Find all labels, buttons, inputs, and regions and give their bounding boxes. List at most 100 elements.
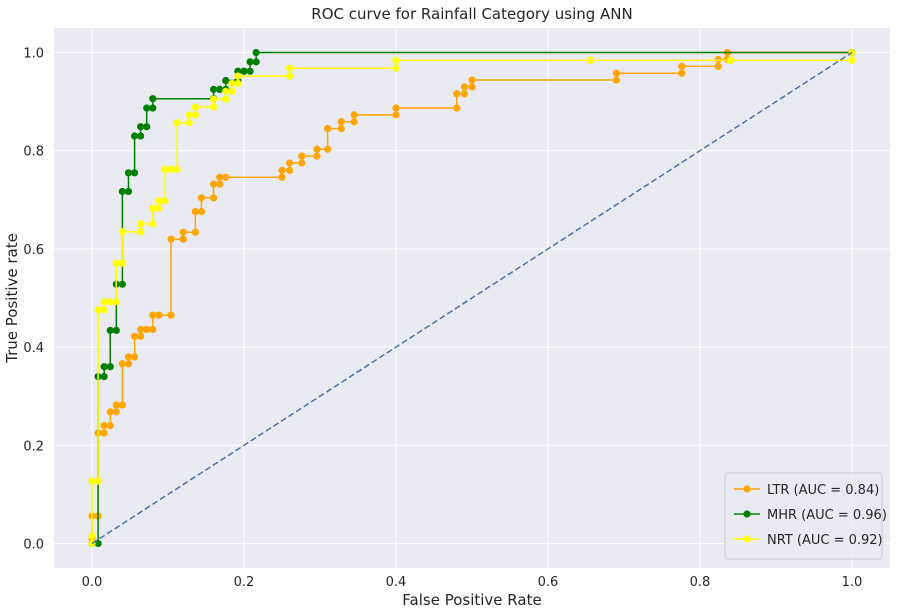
- data-point: [88, 477, 96, 485]
- legend-label: LTR (AUC = 0.84): [767, 483, 879, 498]
- data-point: [130, 353, 139, 361]
- data-point: [191, 208, 199, 216]
- data-point: [191, 103, 199, 111]
- data-point: [143, 325, 151, 334]
- data-point: [88, 532, 96, 540]
- series-1: [88, 48, 856, 548]
- data-point: [124, 353, 133, 361]
- data-point: [313, 152, 321, 160]
- series-3: [91, 51, 853, 545]
- data-point: [100, 429, 108, 437]
- y-tick-label: 0.8: [23, 145, 44, 160]
- data-point: [678, 69, 686, 77]
- data-point: [246, 67, 254, 75]
- data-point: [286, 166, 294, 174]
- data-point: [118, 280, 126, 288]
- data-point: [468, 83, 476, 91]
- x-tick-label: 0.8: [690, 575, 711, 590]
- legend-label: MHR (AUC = 0.96): [767, 508, 887, 523]
- data-point: [173, 119, 181, 127]
- data-point: [185, 119, 193, 127]
- data-point: [286, 64, 294, 72]
- data-point: [286, 72, 294, 80]
- data-point: [252, 58, 260, 66]
- data-point: [234, 72, 242, 80]
- data-point: [100, 372, 108, 381]
- data-point: [392, 56, 400, 64]
- data-point: [112, 298, 120, 306]
- data-point: [106, 298, 114, 306]
- data-point: [149, 204, 157, 212]
- data-point: [216, 85, 224, 93]
- data-point: [612, 69, 621, 77]
- legend-swatch-marker: [743, 485, 751, 493]
- chart-title: ROC curve for Rainfall Category using AN…: [311, 5, 632, 23]
- legend-swatch-marker: [743, 535, 751, 543]
- data-point: [167, 165, 175, 173]
- data-point: [112, 259, 120, 267]
- data-point: [137, 123, 145, 131]
- data-point: [100, 298, 108, 306]
- data-point: [234, 79, 242, 88]
- data-point: [106, 326, 114, 334]
- data-point: [460, 83, 468, 91]
- data-point: [137, 332, 145, 340]
- data-point: [350, 118, 358, 126]
- data-point: [216, 180, 224, 188]
- data-point: [298, 159, 306, 167]
- data-point: [149, 325, 157, 334]
- data-point: [453, 90, 461, 98]
- legend: LTR (AUC = 0.84) MHR (AUC = 0.96) NRT (AUC…: [724, 472, 887, 560]
- data-point: [468, 76, 476, 84]
- data-point: [161, 165, 169, 173]
- data-point: [337, 125, 345, 133]
- data-point: [155, 204, 163, 212]
- data-point: [246, 58, 254, 66]
- data-point: [149, 220, 157, 228]
- data-point: [586, 56, 595, 64]
- data-point: [179, 228, 187, 236]
- data-point: [143, 104, 151, 112]
- x-tick-label: 0.6: [538, 575, 559, 590]
- data-point: [726, 56, 735, 64]
- data-point: [210, 180, 218, 188]
- data-point: [118, 401, 126, 409]
- data-point: [216, 173, 224, 181]
- data-point: [161, 197, 169, 205]
- data-point: [100, 306, 108, 314]
- data-point: [130, 132, 139, 140]
- data-point: [222, 87, 230, 95]
- y-tick-label: 0.2: [23, 439, 44, 454]
- data-point: [155, 197, 163, 205]
- data-point: [124, 187, 133, 196]
- data-point: [278, 166, 286, 174]
- legend-box: [724, 472, 883, 560]
- data-point: [240, 67, 248, 75]
- data-point: [100, 363, 108, 371]
- data-point: [848, 56, 856, 64]
- data-point: [149, 104, 157, 112]
- data-point: [167, 235, 175, 243]
- data-point: [252, 48, 260, 57]
- data-point: [106, 408, 114, 416]
- x-tick-label: 1.0: [842, 575, 863, 590]
- data-point: [124, 360, 133, 368]
- data-point: [118, 360, 126, 368]
- data-point: [210, 194, 218, 202]
- y-tick-label: 0.0: [23, 537, 44, 552]
- data-point: [149, 95, 157, 103]
- data-point: [118, 259, 126, 267]
- x-tick-label: 0.4: [386, 575, 407, 590]
- series-2: [88, 48, 856, 548]
- data-point: [392, 64, 400, 72]
- y-tick-label: 0.6: [23, 243, 44, 258]
- series-line: [91, 51, 853, 545]
- data-point: [118, 228, 126, 236]
- data-point: [130, 332, 139, 340]
- data-point: [130, 169, 139, 177]
- data-point: [137, 325, 145, 334]
- data-point: [278, 173, 286, 181]
- data-point: [124, 169, 133, 177]
- data-point: [324, 145, 332, 153]
